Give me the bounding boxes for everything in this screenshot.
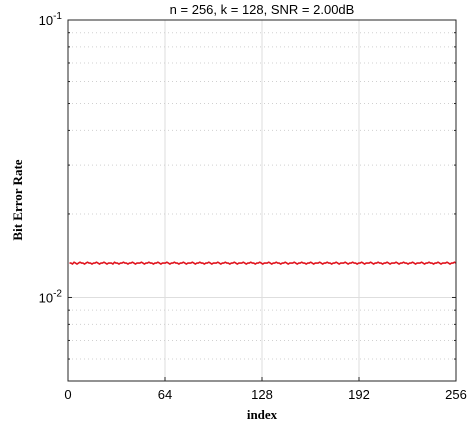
x-tick-label: 192 — [348, 387, 370, 402]
y-tick-label: 10-2 — [39, 288, 63, 305]
y-tick-label: 10-1 — [39, 11, 63, 28]
x-tick-label: 256 — [445, 387, 467, 402]
x-axis-label: index — [247, 407, 278, 422]
x-tick-label: 64 — [158, 387, 172, 402]
series-layer — [69, 261, 457, 265]
y-tick-labels: 10-1 10-2 — [39, 11, 63, 305]
chart-title: n = 256, k = 128, SNR = 2.00dB — [170, 2, 355, 17]
ber-series-line — [69, 261, 457, 265]
x-tick-label: 128 — [251, 387, 273, 402]
y-axis-label: Bit Error Rate — [10, 159, 25, 240]
grid-lines — [68, 20, 456, 381]
x-tick-labels: 0 64 128 192 256 — [64, 387, 466, 402]
x-tick-label: 0 — [64, 387, 71, 402]
tick-marks — [67, 19, 457, 382]
